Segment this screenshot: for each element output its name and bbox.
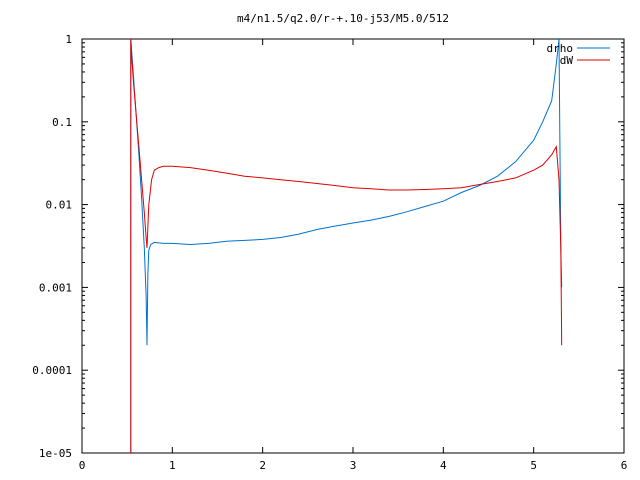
x-tick-label: 0 (79, 459, 86, 472)
x-tick-label: 6 (621, 459, 628, 472)
legend-label: dW (560, 54, 574, 67)
x-tick-label: 4 (440, 459, 447, 472)
x-axis: 0 1 2 3 4 5 6 (79, 39, 628, 472)
series-line-dW (130, 38, 563, 453)
legend-label: drho (547, 42, 574, 55)
y-tick-label: 0.01 (46, 199, 73, 212)
series-line-drho (130, 38, 563, 453)
chart-title: m4/n1.5/q2.0/r-+.10-j53/M5.0/512 (237, 12, 449, 25)
x-tick-label: 5 (530, 459, 537, 472)
x-tick-label: 2 (259, 459, 266, 472)
y-tick-label: 1 (65, 33, 72, 46)
plot-frame (81, 38, 625, 454)
y-axis: 1 0.1 0.01 0.001 0.0001 1e-05 (32, 33, 624, 460)
y-tick-label: 0.1 (52, 116, 72, 129)
y-tick-label: 0.001 (39, 281, 72, 294)
x-tick-label: 1 (169, 459, 176, 472)
y-tick-label: 1e-05 (39, 447, 72, 460)
x-tick-label: 3 (350, 459, 357, 472)
y-tick-label: 0.0001 (32, 364, 72, 377)
series-layer (130, 38, 563, 453)
